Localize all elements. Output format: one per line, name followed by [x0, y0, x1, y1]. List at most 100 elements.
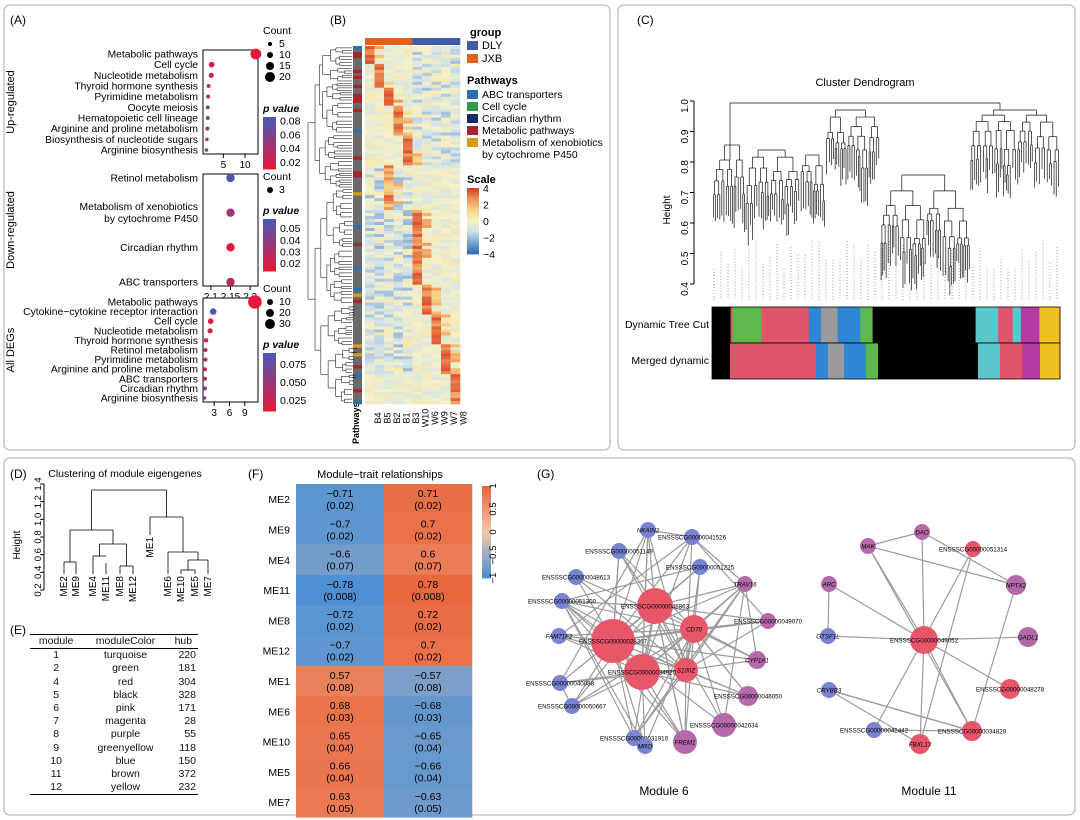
heatmap-cell	[422, 323, 432, 327]
trait-cell	[384, 696, 473, 727]
dendrogram-ytick-label: 0.7	[680, 190, 691, 204]
heatmap-cell	[431, 254, 442, 259]
down-p-gradient-step	[263, 229, 276, 233]
heatmap-cell	[384, 177, 394, 181]
heatmap-cell	[403, 263, 413, 268]
up-p-legend-tick: 0.06	[280, 129, 301, 141]
module6-node	[692, 559, 708, 575]
heatmap-cell	[393, 302, 404, 306]
heatmap-cell	[441, 99, 451, 103]
heatmap-cell	[412, 311, 423, 315]
scale-gradient-step	[467, 192, 479, 195]
up-p-gradient-step	[263, 130, 276, 134]
heatmap-cell	[374, 78, 385, 83]
heatmap-cell	[412, 239, 423, 244]
heatmap-cell	[393, 314, 404, 318]
heatmap-cell	[365, 204, 375, 208]
heatmap-cell	[431, 63, 442, 68]
heatmap-cell	[393, 46, 404, 50]
heatmap-cell	[384, 314, 394, 318]
heatmap-cell	[450, 269, 461, 274]
module11-node-label: NPTX2	[1006, 583, 1027, 590]
heatmap-cell	[393, 335, 404, 339]
heatmap-cell	[384, 344, 394, 348]
heatmap-cell	[393, 395, 404, 399]
module6-node	[737, 576, 753, 592]
heatmap-cell	[412, 248, 423, 253]
heatmap-cell	[441, 180, 451, 184]
heatmap-cell	[374, 60, 385, 65]
heatmap-cell	[365, 245, 375, 250]
me-leaf-label: ME8	[115, 576, 126, 597]
heatmap-cell	[441, 198, 451, 202]
heatmap-cell	[374, 230, 385, 235]
heatmap-cell	[374, 186, 385, 190]
up-p-gradient-step	[263, 135, 276, 139]
heatmap-cell	[384, 198, 394, 202]
heatmap-cell	[441, 302, 451, 306]
scale-gradient-step	[467, 251, 479, 255]
heatmap-cell	[374, 296, 385, 300]
heatmap-cell	[441, 290, 451, 294]
heatmap-cell	[374, 332, 385, 336]
down-p-gradient-step	[263, 234, 276, 238]
heatmap-cell	[393, 111, 404, 115]
heatmap-cell	[393, 57, 404, 62]
heatmap-cell	[412, 287, 423, 291]
heatmap-cell	[412, 60, 423, 65]
heatmap-cell	[450, 398, 461, 402]
heatmap-cell	[431, 239, 442, 244]
dendrogram-ytick-label: 0.9	[680, 129, 691, 143]
heatmap-cell	[403, 57, 413, 62]
heatmap-cell	[374, 147, 385, 151]
module-trait-title: Module−trait relationships	[317, 469, 443, 481]
heatmap-cell	[412, 323, 423, 327]
heatmap-cell	[393, 227, 404, 232]
heatmap-cell	[403, 278, 413, 282]
heatmap-cell	[384, 207, 394, 211]
heatmap-cell	[365, 51, 375, 56]
all-term-label: Nucleotide metabolism	[94, 326, 198, 337]
heatmap-cell	[422, 216, 432, 220]
heatmap-cell	[374, 216, 385, 220]
trait-row-label: ME1	[268, 676, 290, 688]
module11-node-label: ARC	[821, 582, 836, 589]
heatmap-cell	[393, 356, 404, 360]
heatmap-cell	[393, 120, 404, 124]
heatmap-cell	[365, 225, 375, 229]
heatmap-cell	[450, 204, 461, 208]
heatmap-cell	[441, 323, 451, 327]
group-bar-cell	[384, 38, 394, 45]
all-p-gradient-step	[263, 376, 276, 380]
scale-legend-title: Scale	[467, 174, 496, 186]
pathway-legend-label: Metabolic pathways	[482, 125, 574, 137]
trait-legend-tick: −0.5	[488, 546, 499, 565]
trait-legend-step	[482, 547, 491, 551]
heatmap-cell	[374, 132, 385, 136]
heatmap-cell	[422, 57, 432, 62]
heatmap-cell	[384, 377, 394, 381]
down-count-legend-title: Count	[263, 171, 291, 183]
pathway-annotation-mark	[353, 353, 362, 357]
heatmap-cell	[431, 284, 442, 288]
sample-label: B5	[382, 412, 392, 423]
module6-node-label: ENSSSCG00000051300	[528, 599, 597, 606]
heatmap-cell	[431, 213, 442, 217]
module11-node	[866, 722, 882, 738]
heatmap-cell	[365, 368, 375, 372]
heatmap-cell	[431, 123, 442, 127]
heatmap-cell	[450, 395, 461, 399]
trait-cell-p: (0.02)	[414, 500, 441, 512]
heatmap-cell	[412, 401, 423, 405]
heatmap-cell	[450, 371, 461, 375]
heatmap-cell	[450, 278, 461, 282]
heatmap-cell	[431, 69, 442, 74]
heatmap-cell	[441, 195, 451, 199]
merged-dynamic-bar	[712, 343, 731, 379]
down-dot	[226, 173, 235, 183]
heatmap-cell	[441, 132, 451, 136]
heatmap-cell	[441, 401, 451, 405]
heatmap-cell	[422, 84, 432, 89]
heatmap-cell	[365, 102, 375, 106]
